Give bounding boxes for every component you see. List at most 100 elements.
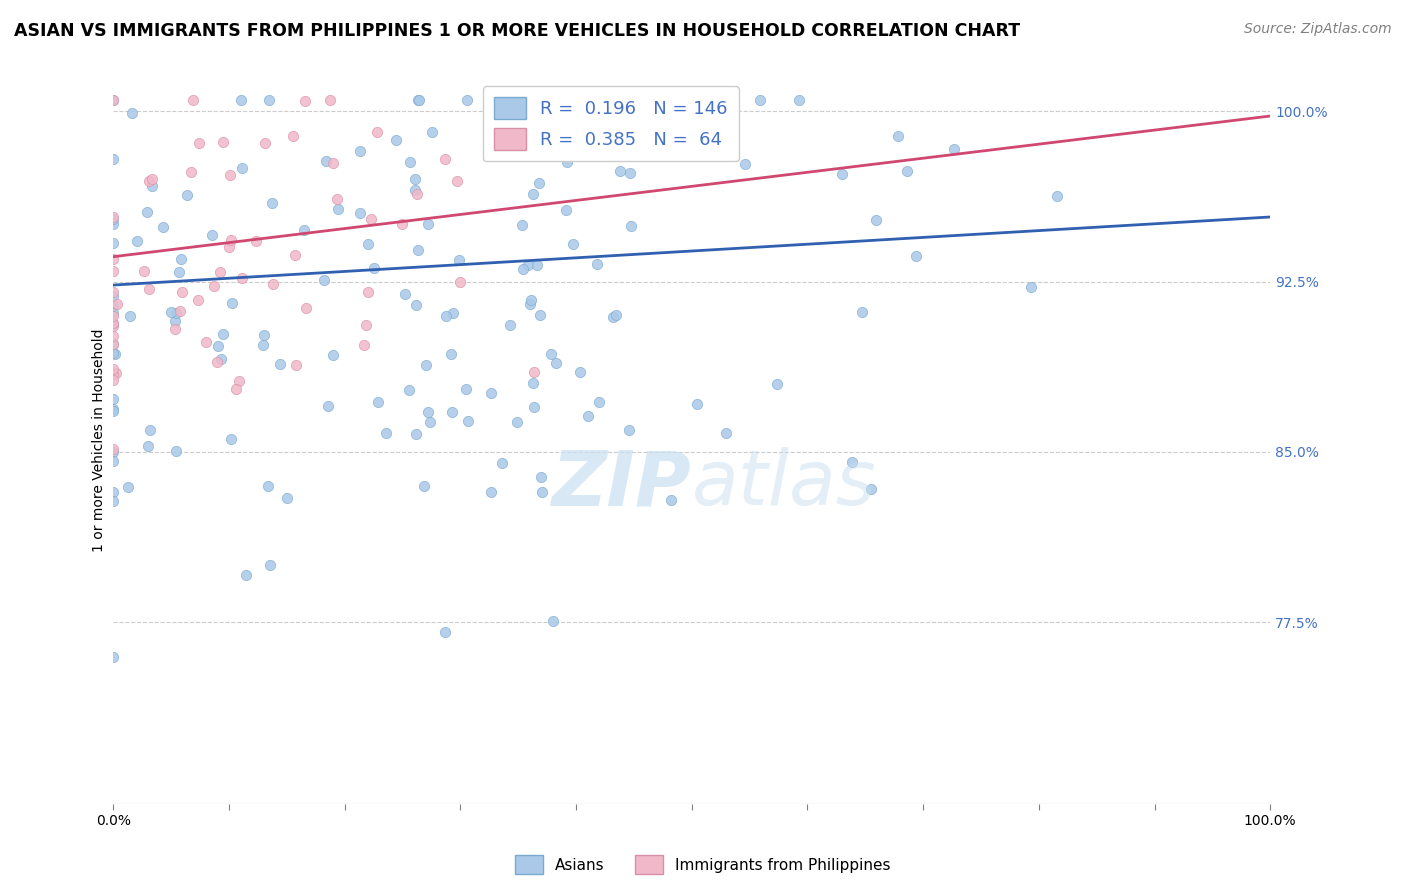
Point (529, 176, 551, 190)
Point (530, 470, 553, 484)
Point (418, 217, 440, 231)
Point (641, 125, 664, 139)
Point (104, 347, 127, 361)
Point (366, 125, 388, 139)
Point (520, 293, 543, 307)
Point (599, 122, 621, 136)
Point (522, 186, 544, 201)
Point (406, 187, 429, 202)
Point (405, 298, 427, 312)
Point (527, 117, 550, 131)
Point (139, 423, 162, 437)
Point (413, 478, 436, 492)
Point (103, 252, 125, 266)
Point (292, 222, 315, 236)
Point (787, 93, 810, 107)
Point (187, 136, 209, 150)
Point (103, 152, 125, 166)
Point (576, 409, 599, 424)
Point (103, 318, 125, 333)
Point (212, 327, 235, 342)
Point (457, 414, 479, 428)
Point (375, 425, 398, 440)
Point (489, 93, 512, 107)
Point (103, 404, 125, 418)
Point (420, 125, 443, 139)
Point (586, 257, 609, 271)
Point (349, 144, 371, 158)
Point (120, 309, 142, 323)
Legend: R =  0.196   N = 146, R =  0.385   N =  64: R = 0.196 N = 146, R = 0.385 N = 64 (482, 87, 738, 161)
Point (619, 166, 641, 180)
Point (219, 168, 242, 182)
Point (1046, 189, 1069, 203)
Point (353, 338, 375, 352)
Point (294, 301, 316, 316)
Point (187, 293, 209, 307)
Point (260, 196, 283, 211)
Point (326, 202, 349, 216)
Point (449, 275, 471, 289)
Point (134, 264, 156, 278)
Point (103, 485, 125, 500)
Point (103, 93, 125, 107)
Point (205, 354, 228, 368)
Point (269, 357, 291, 371)
Point (105, 297, 128, 311)
Point (481, 385, 503, 400)
Point (219, 432, 242, 446)
Legend: Asians, Immigrants from Philippines: Asians, Immigrants from Philippines (509, 849, 897, 880)
Point (201, 227, 224, 242)
Point (456, 93, 478, 107)
Point (276, 491, 298, 506)
Point (519, 297, 541, 311)
Point (259, 558, 281, 572)
Point (228, 374, 250, 388)
Point (360, 212, 382, 227)
Point (103, 361, 125, 376)
Point (860, 483, 883, 497)
Point (170, 285, 193, 299)
Text: atlas: atlas (692, 447, 876, 521)
Point (202, 279, 225, 293)
Point (415, 358, 437, 372)
Point (394, 287, 416, 301)
Point (160, 305, 183, 319)
Point (225, 383, 247, 397)
Point (103, 264, 125, 278)
Point (441, 306, 464, 320)
Point (103, 402, 125, 417)
Point (734, 157, 756, 171)
Point (103, 373, 125, 387)
Point (285, 358, 308, 372)
Point (322, 349, 344, 363)
Point (138, 283, 160, 297)
Point (152, 219, 174, 234)
Point (254, 136, 277, 150)
Point (749, 93, 772, 107)
Point (506, 415, 529, 429)
Point (221, 295, 243, 310)
Point (281, 128, 304, 143)
Point (252, 338, 274, 352)
Point (418, 405, 440, 419)
Point (103, 329, 125, 343)
Point (170, 252, 193, 267)
Point (943, 142, 966, 156)
Point (103, 494, 125, 508)
Point (294, 94, 316, 108)
Point (117, 480, 139, 494)
Point (231, 271, 253, 285)
Point (212, 135, 235, 149)
Point (896, 164, 918, 178)
Point (588, 395, 610, 409)
Point (540, 347, 562, 361)
Point (195, 334, 218, 349)
Point (103, 368, 125, 382)
Point (322, 156, 344, 170)
Point (555, 202, 578, 217)
Point (103, 392, 125, 406)
Point (440, 347, 463, 361)
Point (103, 336, 125, 351)
Point (103, 454, 125, 468)
